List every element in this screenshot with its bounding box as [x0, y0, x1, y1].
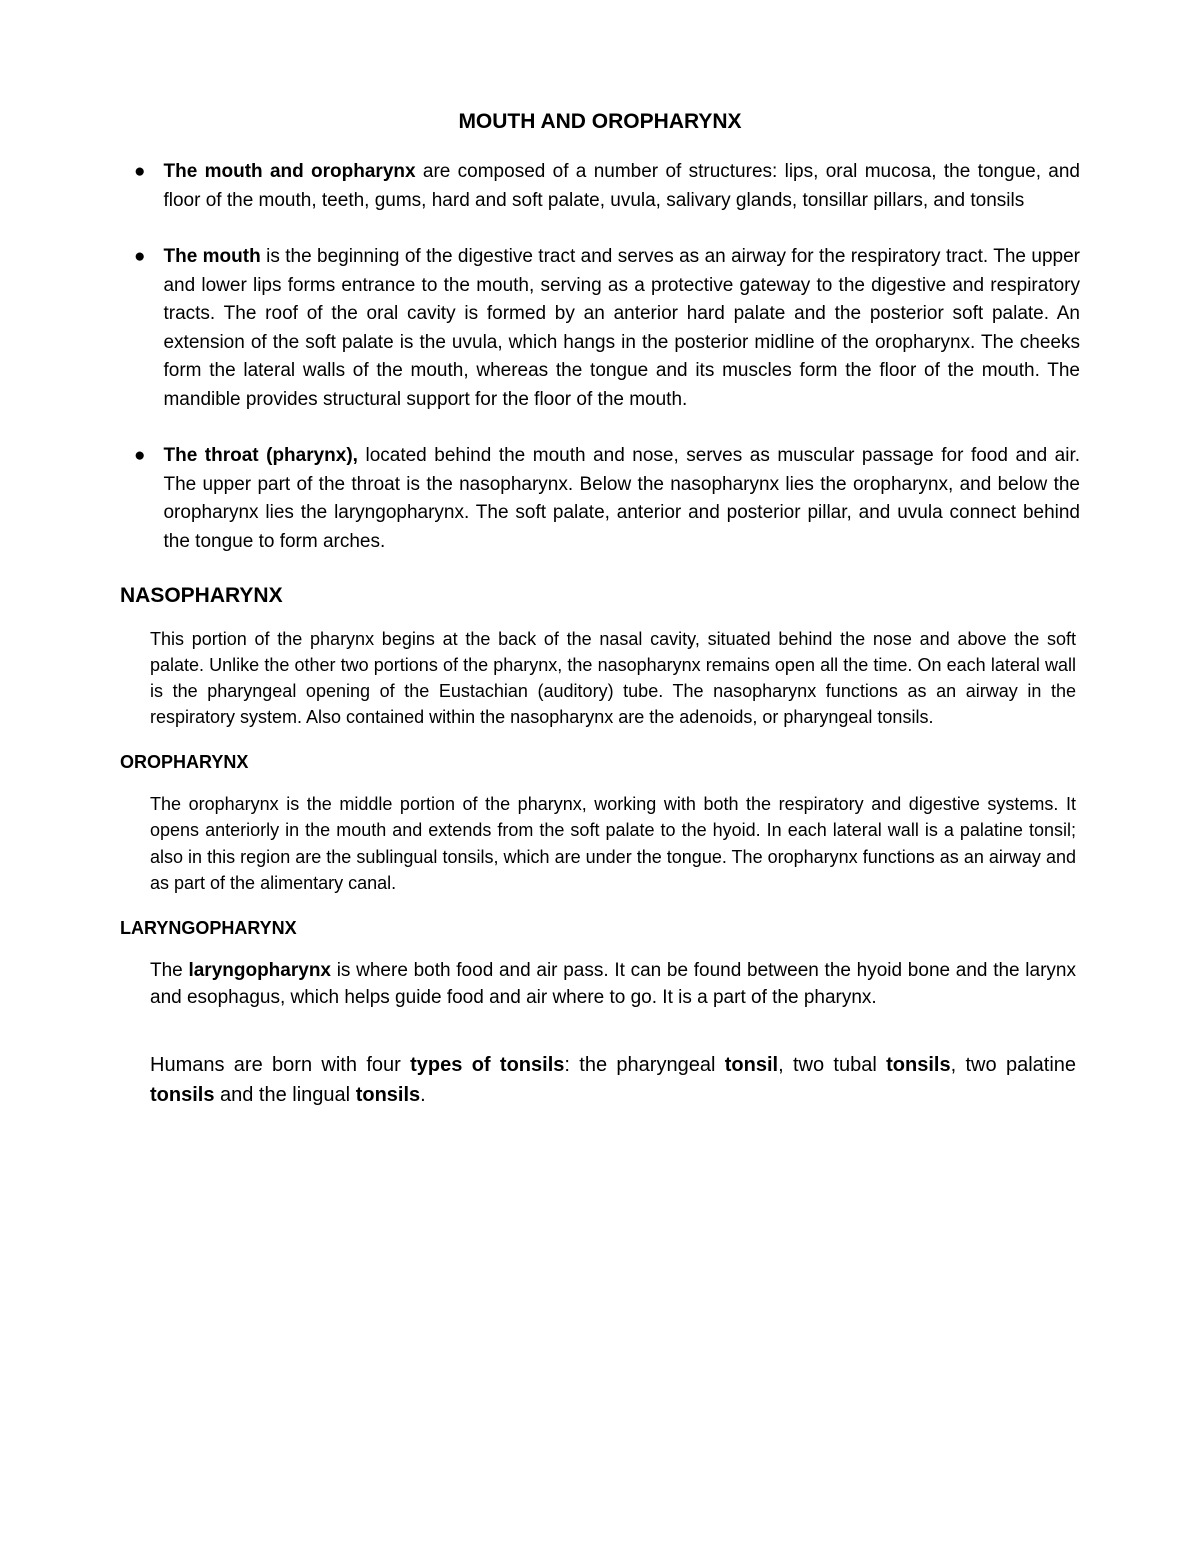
final-part: : the pharyngeal	[564, 1054, 715, 1076]
final-part: types of tonsils	[401, 1054, 565, 1076]
final-part: tonsils	[877, 1054, 951, 1076]
bullet-icon: ●	[134, 158, 145, 215]
bullet-text: The throat (pharynx), located behind the…	[163, 442, 1080, 556]
page-title: MOUTH AND OROPHARYNX	[120, 110, 1080, 134]
final-part: .	[420, 1084, 426, 1106]
bullet-text: The mouth is the beginning of the digest…	[163, 243, 1080, 414]
bullet-rest: is the beginning of the digestive tract …	[163, 246, 1080, 410]
section-heading-nasopharynx: NASOPHARYNX	[120, 584, 1080, 608]
bullet-icon: ●	[134, 243, 145, 414]
bullet-lead: The throat (pharynx),	[163, 445, 357, 466]
bullet-lead: The mouth	[163, 246, 260, 267]
bullet-icon: ●	[134, 442, 145, 556]
bullet-item: ● The mouth and oropharynx are composed …	[120, 158, 1080, 215]
final-part: tonsils	[356, 1084, 420, 1106]
section-body-laryngopharynx: The laryngopharynx is where both food an…	[120, 957, 1080, 1012]
body-pre: The	[150, 960, 188, 981]
final-part: , two tubal	[778, 1054, 877, 1076]
final-part: tonsils	[150, 1084, 214, 1106]
section-heading-oropharynx: OROPHARYNX	[120, 752, 1080, 773]
body-bold: laryngopharynx	[188, 960, 331, 981]
section-body-oropharynx: The oropharynx is the middle portion of …	[120, 791, 1080, 895]
section-body-nasopharynx: This portion of the pharynx begins at th…	[120, 626, 1080, 730]
bullet-item: ● The mouth is the beginning of the dige…	[120, 243, 1080, 414]
bullet-item: ● The throat (pharynx), located behind t…	[120, 442, 1080, 556]
final-part: tonsil	[715, 1054, 778, 1076]
bullet-text: The mouth and oropharynx are composed of…	[163, 158, 1080, 215]
final-part: and the lingual	[214, 1084, 355, 1106]
final-part: Humans are born with four	[150, 1054, 401, 1076]
final-part: , two palatine	[951, 1054, 1076, 1076]
section-heading-laryngopharynx: LARYNGOPHARYNX	[120, 918, 1080, 939]
bullet-lead: The mouth and oropharynx	[163, 161, 415, 182]
final-paragraph: Humans are born with four types of tonsi…	[120, 1050, 1080, 1110]
